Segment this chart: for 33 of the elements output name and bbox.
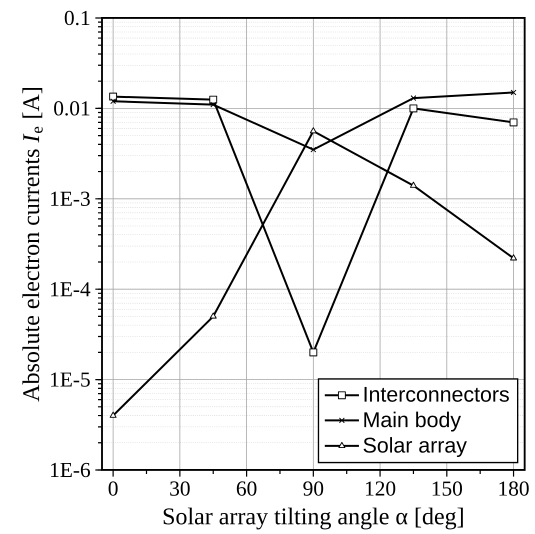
point [309,348,318,356]
point [410,182,417,188]
point [210,102,216,108]
legend-label: Interconnectors [364,386,509,402]
x-axis-title: Solar array tilting angle α [deg] [164,508,463,530]
point [510,254,518,260]
point [110,412,117,418]
point [110,98,116,104]
legend-label: Solar array [364,437,467,457]
y-tick-label: 1E-4 [51,282,90,296]
y-tick-label: 1E-3 [51,192,90,206]
point [410,104,418,112]
x-tick-label: 60 [236,481,256,496]
point [310,146,316,153]
point [510,90,516,96]
y-tick-label: 1E-6 [51,462,90,478]
x-tick-label: 120 [366,481,396,496]
x-tick-label: 90 [303,481,324,496]
x-tick-label: 0 [108,481,118,496]
y-axis-title: Absolute electron currents I$_{e}$ [A] [22,88,43,402]
y-tick-label: 1E-5 [51,372,90,387]
x-tick-label: 180 [499,481,529,496]
point [310,127,317,134]
point [210,312,217,319]
y-tick-label: 0.1 [64,10,90,26]
x-tick-label: 150 [432,481,462,496]
point [410,95,416,102]
y-tick-label: 0.01 [54,101,90,116]
point [109,92,118,101]
point [510,118,518,126]
x-tick-label: 30 [170,481,190,496]
point [209,96,218,104]
legend-label: Main body [364,412,461,432]
